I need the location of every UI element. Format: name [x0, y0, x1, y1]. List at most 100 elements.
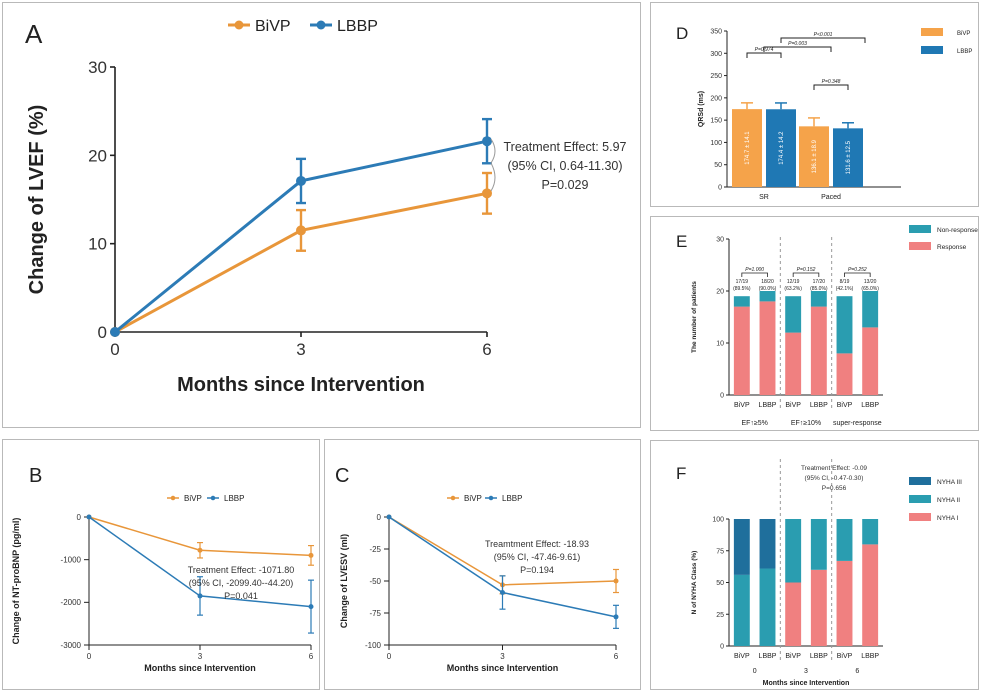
bar-percent-label: (42.1%): [836, 286, 854, 292]
x-tick-label: 6: [482, 340, 491, 359]
data-point: [296, 225, 306, 236]
x-tick-label: BiVP: [734, 402, 750, 409]
legend-swatch: [909, 242, 931, 250]
legend-label: Non-response: [937, 227, 978, 234]
legend-swatch-marker: [450, 495, 456, 501]
data-point: [86, 514, 92, 520]
y-tick-label: 50: [714, 162, 722, 169]
bar-percent-label: (90.0%): [759, 286, 777, 292]
y-axis-label: Change of LVEF (%): [26, 105, 48, 295]
y-tick-label: 0: [720, 393, 724, 400]
bar: [833, 128, 863, 187]
legend-swatch-marker: [170, 495, 176, 501]
y-axis-label: N of NYHA Class (%): [691, 551, 698, 615]
legend-label: BiVP: [464, 494, 482, 503]
y-tick-label: 250: [710, 73, 722, 80]
x-tick-label: SR: [759, 194, 769, 201]
bar-count-label: 8/19: [840, 279, 850, 285]
y-tick-label: 20: [88, 146, 107, 165]
legend-swatch: [909, 477, 931, 485]
x-tick-label: LBBP: [810, 402, 828, 409]
bar-segment: [759, 568, 776, 646]
group-label: EF↑≥5%: [741, 420, 767, 427]
data-point: [296, 175, 306, 186]
panel-d: D 0 50 100 150 200 250 300 350 QRSd (ms) SR Paced 17…: [650, 2, 979, 207]
p-value-label: P<0.001: [814, 32, 833, 38]
bar: [766, 109, 796, 187]
y-tick-label: 10: [88, 235, 107, 254]
panel-letter: A: [25, 19, 43, 49]
data-point: [482, 136, 492, 147]
panel-letter: B: [29, 465, 42, 487]
bar-count-label: 18/20: [761, 279, 774, 285]
y-axis-label: Change of LVESV (ml): [339, 534, 349, 628]
significance-bracket: [813, 84, 849, 90]
x-tick-label: 3: [296, 340, 305, 359]
y-tick-label: -1000: [61, 555, 82, 564]
bar-segment: [836, 560, 853, 646]
bar-count-label: 13/20: [864, 279, 877, 285]
bar-segment: [759, 519, 776, 569]
legend-swatch-marker: [488, 495, 494, 501]
bar-segment: [836, 519, 853, 561]
y-tick-label: 75: [716, 548, 724, 555]
legend-label: LBBP: [502, 494, 522, 503]
bar-segment: [785, 332, 802, 395]
x-axis-label: Months since Intervention: [763, 680, 850, 687]
data-point: [197, 593, 203, 599]
bar-segment: [759, 301, 776, 395]
y-tick-label: 0: [377, 513, 382, 522]
annotation-text: Treatment Effect: -1071.80: [188, 565, 295, 575]
chart-b: B 0 -1000 -2000 -3000 0 3 6 Months since Interve…: [11, 465, 314, 673]
y-tick-label: 20: [716, 289, 724, 296]
bar-segment: [810, 519, 827, 570]
annotation-text: (95% CI, -47.46-9.61): [494, 552, 581, 562]
y-tick-label: 350: [710, 29, 722, 36]
bar-segment: [785, 582, 802, 646]
panel-letter: E: [676, 232, 687, 251]
bar-count-label: 17/20: [813, 279, 826, 285]
x-axis-label: Months since Intervention: [447, 663, 559, 673]
group-label: 3: [804, 668, 808, 675]
bar-segment: [862, 327, 879, 395]
y-tick-label: 30: [716, 237, 724, 244]
bar-segment: [785, 296, 802, 333]
panel-letter: C: [335, 465, 349, 487]
y-tick-label: 150: [710, 118, 722, 125]
bar-segment: [810, 306, 827, 395]
y-tick-label: 100: [712, 517, 724, 524]
y-tick-label: 0: [718, 185, 722, 192]
x-tick-label: BiVP: [734, 653, 750, 660]
x-tick-label: 3: [198, 652, 203, 661]
legend-swatch-marker: [316, 20, 326, 30]
legend-swatch-marker: [234, 20, 244, 30]
series-line-bivp: [388, 516, 617, 586]
annotation-text: (95% CI, -0.47-0.30): [805, 475, 864, 482]
bar-value-label: 131.6 ± 12.5: [846, 140, 852, 174]
data-point: [110, 327, 120, 337]
legend-swatch: [921, 28, 943, 36]
bar: [732, 109, 762, 187]
x-tick-label: LBBP: [861, 653, 879, 660]
chart-a: A 0 10 20 30 0 3 6 Months since Intervention Chan…: [25, 18, 627, 396]
annotation-text: P=0.029: [542, 178, 589, 192]
chart-d: D 0 50 100 150 200 250 300 350 QRSd (ms) SR Paced 17…: [676, 24, 972, 201]
y-tick-label: 30: [88, 58, 107, 77]
x-tick-label: 3: [500, 652, 505, 661]
bar-segment: [810, 291, 827, 307]
p-value-label: P=0.152: [797, 267, 816, 273]
data-point: [482, 188, 492, 199]
y-axis-label: QRSd (ms): [698, 91, 705, 127]
x-tick-label: BiVP: [785, 653, 801, 660]
x-tick-label: LBBP: [759, 402, 777, 409]
y-tick-label: 200: [710, 95, 722, 102]
x-tick-label: 0: [110, 340, 119, 359]
y-tick-label: 0: [77, 513, 82, 522]
data-point: [197, 547, 203, 553]
data-point: [308, 552, 314, 558]
bar-segment: [862, 544, 879, 646]
bar-segment: [862, 519, 879, 545]
data-point: [613, 578, 619, 584]
x-tick-label: BiVP: [785, 402, 801, 409]
x-tick-label: BiVP: [837, 402, 853, 409]
